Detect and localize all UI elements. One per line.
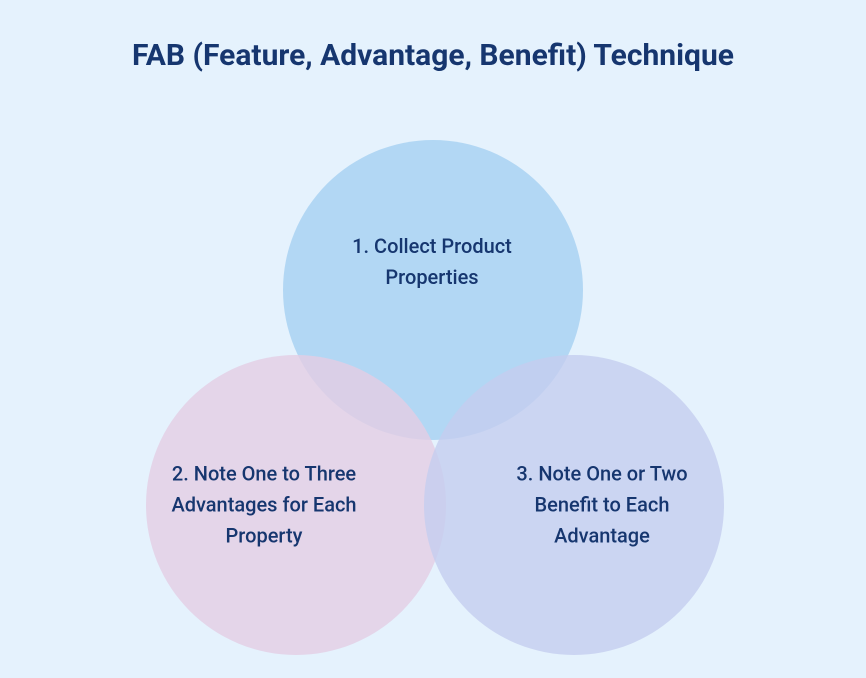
diagram-title: FAB (Feature, Advantage, Benefit) Techni… <box>0 38 866 73</box>
venn-label-left: 2. Note One to Three Advantages for Each… <box>159 459 369 552</box>
fab-venn-canvas: FAB (Feature, Advantage, Benefit) Techni… <box>0 0 866 678</box>
venn-label-top: 1. Collect Product Properties <box>317 231 547 293</box>
venn-label-right: 3. Note One or Two Benefit to Each Advan… <box>497 459 707 552</box>
